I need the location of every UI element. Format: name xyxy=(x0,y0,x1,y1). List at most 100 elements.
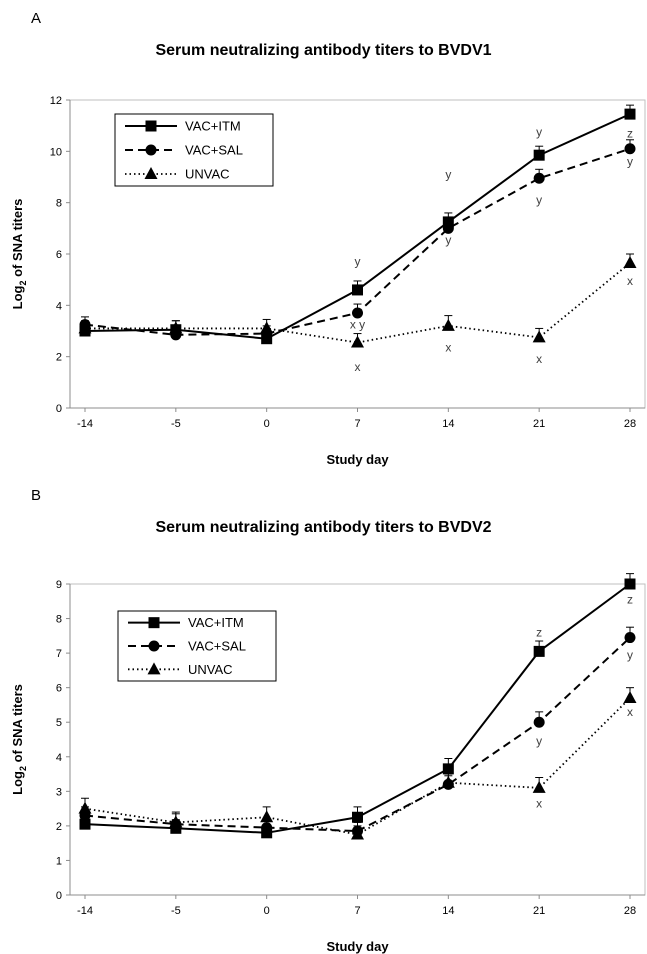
significance-letter: x y xyxy=(350,318,365,332)
y-tick-label: 10 xyxy=(50,146,62,158)
y-tick-label: 3 xyxy=(56,786,62,798)
significance-letter: y xyxy=(536,125,542,139)
x-tick-label: 7 xyxy=(354,418,360,430)
triangle-marker xyxy=(169,815,183,828)
legend: VAC+ITM VAC+SAL UNVAC xyxy=(114,113,274,187)
significance-letter: x xyxy=(445,341,451,355)
y-tick-label: 0 xyxy=(56,403,62,415)
significance-letter: y xyxy=(536,734,542,748)
significance-letter: x xyxy=(355,360,361,374)
x-tick-label: -5 xyxy=(171,418,181,430)
significance-letter: x xyxy=(627,274,633,288)
triangle-marker xyxy=(169,321,183,334)
significance-letter: z xyxy=(627,593,633,607)
triangle-marker xyxy=(532,330,546,343)
x-tick-label: 14 xyxy=(442,905,454,917)
x-tick-label: 21 xyxy=(533,418,545,430)
significance-letter: y xyxy=(445,167,451,181)
series-unvac xyxy=(78,687,637,840)
chart-panel-b: B Serum neutralizing antibody titers to … xyxy=(0,477,647,954)
y-tick-label: 4 xyxy=(56,300,62,312)
x-axis-title: Study day xyxy=(326,939,389,954)
y-tick-label: 2 xyxy=(56,352,62,364)
triangle-marker xyxy=(623,691,637,704)
circle-marker xyxy=(261,822,273,834)
circle-marker xyxy=(145,144,157,156)
y-tick-label: 7 xyxy=(56,648,62,660)
triangle-marker xyxy=(351,827,364,840)
circle-marker xyxy=(148,640,160,652)
triangle-marker xyxy=(78,321,92,334)
x-tick-label: -14 xyxy=(77,418,93,430)
legend-label: VAC+SAL xyxy=(185,143,243,158)
line-chart: 0 1 2 3 4 5 6 7 8 9 -14 -5 0 7 14 21 28 Study day Log2 of … xyxy=(10,573,646,954)
triangle-marker xyxy=(260,810,274,823)
circle-marker xyxy=(533,716,545,728)
circle-marker xyxy=(442,222,454,234)
series-vac-sal xyxy=(79,139,636,341)
x-tick-label: 28 xyxy=(624,418,636,430)
triangle-marker xyxy=(441,775,455,788)
y-tick-label: 4 xyxy=(56,752,62,764)
legend-label: VAC+SAL xyxy=(188,639,246,654)
x-tick-label: 21 xyxy=(533,905,545,917)
square-marker xyxy=(442,763,454,775)
y-tick-label: 0 xyxy=(56,890,62,902)
triangle-marker xyxy=(78,801,92,814)
y-tick-label: 6 xyxy=(56,683,62,695)
significance-letter: y xyxy=(355,255,361,269)
significance-letter: z xyxy=(536,625,542,639)
significance-letter: y xyxy=(627,155,633,169)
significance-letter: x xyxy=(627,705,633,719)
y-tick-label: 5 xyxy=(56,717,62,729)
chart-panel-a: A Serum neutralizing antibody titers to … xyxy=(10,10,646,467)
chart-title: Serum neutralizing antibody titers to BV… xyxy=(155,519,492,536)
square-marker xyxy=(145,120,157,132)
significance-letter: y xyxy=(536,193,542,207)
triangle-marker xyxy=(144,167,158,179)
legend: VAC+ITM VAC+SAL UNVAC xyxy=(117,610,277,682)
circle-marker xyxy=(352,307,363,319)
square-marker xyxy=(79,818,91,830)
legend-label: VAC+ITM xyxy=(185,119,241,134)
significance-letter: y xyxy=(445,233,451,247)
y-tick-label: 12 xyxy=(50,95,62,107)
circle-marker xyxy=(624,632,636,644)
series-unvac xyxy=(78,253,637,348)
square-marker xyxy=(148,617,160,629)
significance-letter: x xyxy=(536,352,542,366)
legend-label: VAC+ITM xyxy=(188,615,244,630)
legend-label: UNVAC xyxy=(188,662,233,677)
square-marker xyxy=(533,645,545,657)
x-tick-label: 7 xyxy=(354,905,360,917)
x-tick-label: 0 xyxy=(264,905,270,917)
significance-letter: x xyxy=(536,796,542,810)
x-tick-label: 14 xyxy=(442,418,454,430)
triangle-marker xyxy=(260,321,274,334)
square-marker xyxy=(624,578,636,590)
line-chart: 0 2 4 6 8 10 12 -14 -5 0 7 14 21 28 Study day Log2 of S… xyxy=(10,95,646,467)
x-axis-title: Study day xyxy=(326,452,389,467)
significance-letter: y xyxy=(627,648,633,662)
square-marker xyxy=(352,811,363,823)
significance-letter: z xyxy=(627,126,633,140)
x-tick-label: 28 xyxy=(624,905,636,917)
legend-label: UNVAC xyxy=(185,167,230,182)
y-tick-label: 8 xyxy=(56,614,62,626)
y-tick-label: 9 xyxy=(56,579,62,591)
panel-label: A xyxy=(31,10,42,27)
chart-title: Serum neutralizing antibody titers to BV… xyxy=(155,42,492,59)
y-tick-label: 2 xyxy=(56,821,62,833)
square-marker xyxy=(533,149,545,161)
x-tick-label: -5 xyxy=(171,905,181,917)
y-axis-title: Log2 of SNA titers xyxy=(10,684,28,795)
triangle-marker xyxy=(441,318,455,331)
triangle-marker xyxy=(532,780,546,793)
circle-marker xyxy=(624,143,636,155)
x-tick-label: -14 xyxy=(77,905,93,917)
triangle-marker xyxy=(623,255,637,268)
y-tick-label: 8 xyxy=(56,198,62,210)
y-tick-label: 1 xyxy=(56,855,62,867)
triangle-marker xyxy=(147,662,161,675)
y-axis-title: Log2 of SNA titers xyxy=(10,199,28,310)
